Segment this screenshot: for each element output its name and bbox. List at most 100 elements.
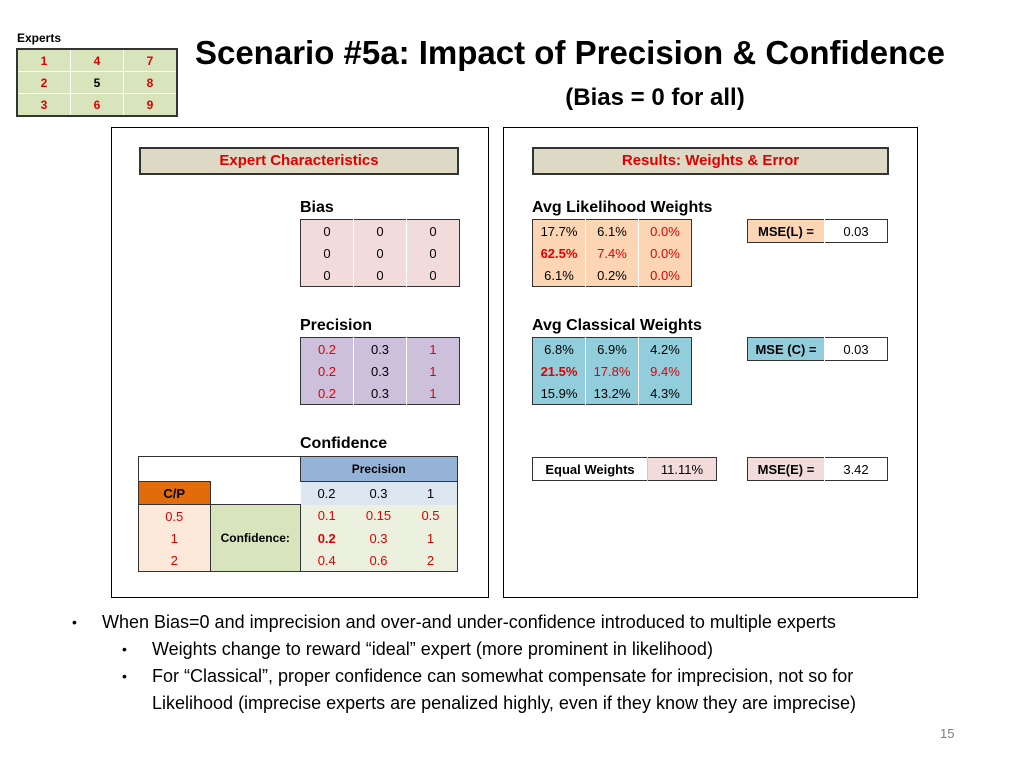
classical-weights-table: 6.8% 6.9% 4.2% 21.5% 17.8% 9.4% 15.9% 13.2% 4.… [532, 337, 692, 405]
confidence-cell: 0.5 [404, 504, 458, 527]
confidence-cell: 0.4 [300, 549, 353, 572]
bullet-dot-icon: • [72, 614, 77, 630]
expert-1: 1 [16, 48, 71, 72]
expert-4: 4 [70, 48, 124, 72]
classical-cell: 6.9% [585, 337, 639, 360]
expert-characteristics-header: Expert Characteristics [139, 147, 459, 175]
expert-2: 2 [16, 71, 71, 94]
precision-label: Precision [300, 317, 373, 334]
classical-cell: 17.8% [585, 360, 639, 382]
bias-cell: 0 [353, 242, 407, 264]
experts-label: Experts [17, 31, 62, 45]
mse-classical-label: MSE (C) = [747, 337, 825, 361]
mse-likelihood-value: 0.03 [824, 219, 888, 243]
likelihood-cell: 0.0% [638, 242, 692, 264]
confidence-cell: 2 [404, 549, 458, 572]
bullet-sub-1: • Weights change to reward “ideal” exper… [68, 636, 1008, 663]
classical-cell: 21.5% [532, 360, 586, 382]
results-panel: Results: Weights & Error Avg Likelihood … [503, 127, 918, 598]
confidence-cell: 0.6 [352, 549, 405, 572]
bias-cell: 0 [300, 242, 354, 264]
precision-value: 0.3 [352, 481, 405, 505]
precision-cell: 1 [406, 337, 460, 360]
likelihood-cell: 17.7% [532, 219, 586, 242]
slide-subtitle: (Bias = 0 for all) [565, 84, 745, 111]
bullet-list: • When Bias=0 and imprecision and over-a… [68, 609, 1008, 717]
bullet-dot-icon: • [122, 668, 127, 684]
likelihood-weights-table: 17.7% 6.1% 0.0% 62.5% 7.4% 0.0% 6.1% 0.2% 0.0% [532, 219, 692, 287]
confidence-cell: 0.15 [352, 504, 405, 527]
bullet-sub-2: • For “Classical”, proper confidence can… [68, 663, 1008, 717]
precision-header: Precision [300, 456, 458, 482]
confidence-cell: 0.1 [300, 504, 353, 527]
mse-classical: MSE (C) = 0.03 [747, 337, 888, 361]
confidence-cell: 1 [404, 527, 458, 549]
confidence-table: Precision C/P 0.2 0.3 1 0.5 Confidence: … [138, 456, 458, 572]
bias-cell: 0 [300, 264, 354, 287]
likelihood-cell: 6.1% [532, 264, 586, 287]
confidence-cell: 0.2 [300, 527, 353, 549]
classical-cell: 15.9% [532, 382, 586, 405]
precision-value: 0.2 [300, 481, 353, 505]
bullet-sub-1-text: Weights change to reward “ideal” expert … [152, 639, 713, 659]
bullet-main-text: When Bias=0 and imprecision and over-and… [102, 612, 836, 632]
confidence-row-label: Confidence: [209, 504, 301, 572]
likelihood-cell: 0.2% [585, 264, 639, 287]
likelihood-cell: 7.4% [585, 242, 639, 264]
bullet-sub-2-text: For “Classical”, proper confidence can s… [152, 666, 854, 686]
expert-7: 7 [123, 48, 178, 72]
confidence-cell: 0.3 [352, 527, 405, 549]
expert-3: 3 [16, 93, 71, 117]
precision-cell: 0.3 [353, 337, 407, 360]
precision-cell: 0.2 [300, 337, 354, 360]
expert-8: 8 [123, 71, 178, 94]
page-number: 15 [940, 726, 955, 741]
mse-likelihood: MSE(L) = 0.03 [747, 219, 888, 243]
expert-6: 6 [70, 93, 124, 117]
bias-cell: 0 [300, 219, 354, 242]
equal-weights-label: Equal Weights [532, 457, 648, 481]
mse-equal-value: 3.42 [824, 457, 888, 481]
likelihood-cell: 0.0% [638, 219, 692, 242]
bias-cell: 0 [353, 264, 407, 287]
classical-weights-label: Avg Classical Weights [532, 317, 702, 334]
precision-table: 0.2 0.3 1 0.2 0.3 1 0.2 0.3 1 [300, 337, 460, 405]
bullet-dot-icon: • [122, 641, 127, 657]
slide-title: Scenario #5a: Impact of Precision & Conf… [194, 34, 946, 71]
mse-likelihood-label: MSE(L) = [747, 219, 825, 243]
expert-5: 5 [70, 71, 124, 94]
cp-label: C/P [138, 481, 211, 505]
bullet-sub-2-text-cont: Likelihood (imprecise experts are penali… [152, 693, 857, 713]
confidence-label: Confidence [300, 435, 388, 452]
bias-cell: 0 [406, 219, 460, 242]
classical-cell: 13.2% [585, 382, 639, 405]
classical-cell: 4.2% [638, 337, 692, 360]
classical-cell: 6.8% [532, 337, 586, 360]
bullet-main: • When Bias=0 and imprecision and over-a… [68, 609, 1008, 636]
classical-cell: 9.4% [638, 360, 692, 382]
bias-cell: 0 [406, 264, 460, 287]
precision-cell: 0.3 [353, 382, 407, 405]
results-header: Results: Weights & Error [532, 147, 889, 175]
confidence-value: 0.5 [138, 504, 210, 527]
expert-9: 9 [123, 93, 178, 117]
confidence-value: 1 [138, 527, 210, 549]
bias-cell: 0 [406, 242, 460, 264]
confidence-value: 2 [138, 549, 210, 572]
precision-value: 1 [404, 481, 458, 505]
likelihood-weights-label: Avg Likelihood Weights [532, 199, 713, 216]
precision-cell: 0.3 [353, 360, 407, 382]
experts-grid: 1 4 7 2 5 8 3 6 9 [16, 48, 178, 117]
classical-cell: 4.3% [638, 382, 692, 405]
precision-cell: 0.2 [300, 382, 354, 405]
equal-weights: Equal Weights 11.11% [532, 457, 717, 481]
mse-equal: MSE(E) = 3.42 [747, 457, 888, 481]
bias-cell: 0 [353, 219, 407, 242]
mse-classical-value: 0.03 [824, 337, 888, 361]
equal-weights-value: 11.11% [647, 457, 717, 481]
likelihood-cell: 6.1% [585, 219, 639, 242]
likelihood-cell: 62.5% [532, 242, 586, 264]
mse-equal-label: MSE(E) = [747, 457, 825, 481]
